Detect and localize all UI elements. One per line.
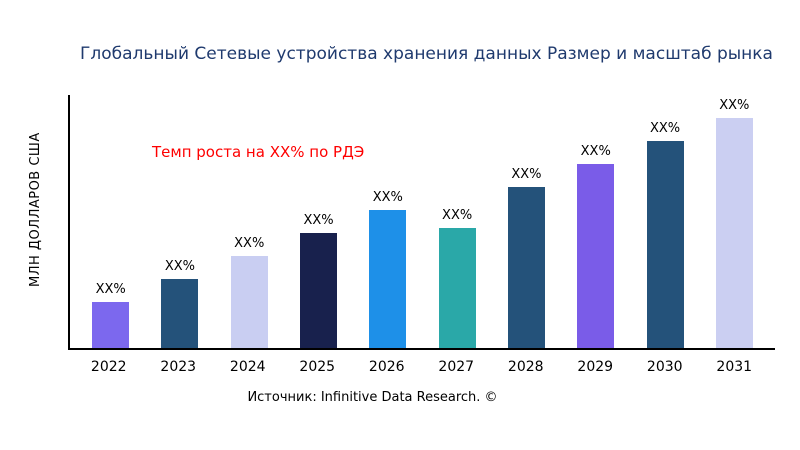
x-tick-label: 2028 [507, 359, 544, 375]
bar-column: XX% [284, 95, 353, 348]
bar [646, 141, 684, 348]
bar-value-label: XX% [372, 190, 403, 205]
bar [161, 279, 199, 348]
bar-column: XX% [353, 95, 422, 348]
bar-value-label: XX% [511, 167, 542, 182]
bar [438, 228, 476, 348]
bar-value-label: XX% [442, 208, 473, 223]
chart-title: Глобальный Сетевые устройства хранения д… [80, 44, 773, 64]
x-tick-label: 2027 [438, 359, 475, 375]
x-tick-label: 2026 [368, 359, 405, 375]
x-tick-label: 2023 [160, 359, 197, 375]
bar-column: XX% [700, 95, 769, 348]
x-tick-label: 2029 [577, 359, 614, 375]
bar-column: XX% [215, 95, 284, 348]
y-axis-label: МЛН ДОЛЛАРОВ США [28, 132, 43, 288]
bar [507, 187, 545, 348]
bar-value-label: XX% [303, 213, 334, 228]
x-tick-label: 2031 [716, 359, 753, 375]
x-tick-label: 2022 [90, 359, 127, 375]
x-labels: 2022 2023 2024 2025 2026 2027 2028 2029 2030 2031 [68, 350, 775, 375]
bar [230, 256, 268, 348]
bar-column: XX% [561, 95, 630, 348]
bars-area: Темп роста на XX% по РДЭ XX% XX% XX% XX% XX%… [68, 95, 775, 350]
bar [715, 118, 753, 348]
bar [369, 210, 407, 348]
bar [577, 164, 615, 348]
bar-column: XX% [422, 95, 491, 348]
bar-column: XX% [630, 95, 699, 348]
source-attribution: Источник: Infinitive Data Research. © [247, 390, 498, 405]
growth-rate-annotation: Темп роста на XX% по РДЭ [152, 143, 365, 161]
bar-value-label: XX% [649, 121, 681, 136]
x-tick-label: 2025 [299, 359, 336, 375]
bar [92, 302, 130, 348]
bar-column: XX% [76, 95, 145, 348]
plot-area: Темп роста на XX% по РДЭ XX% XX% XX% XX% XX%… [68, 95, 775, 375]
x-tick-label: 2030 [646, 359, 683, 375]
bar-value-label: XX% [234, 236, 265, 251]
bar-value-label: XX% [164, 259, 196, 274]
x-tick-label: 2024 [229, 359, 266, 375]
bar-column: XX% [145, 95, 214, 348]
bar-column: XX% [492, 95, 561, 348]
bar-value-label: XX% [95, 282, 126, 297]
bar [300, 233, 338, 348]
bar-value-label: XX% [580, 144, 611, 159]
bar-value-label: XX% [719, 98, 750, 113]
